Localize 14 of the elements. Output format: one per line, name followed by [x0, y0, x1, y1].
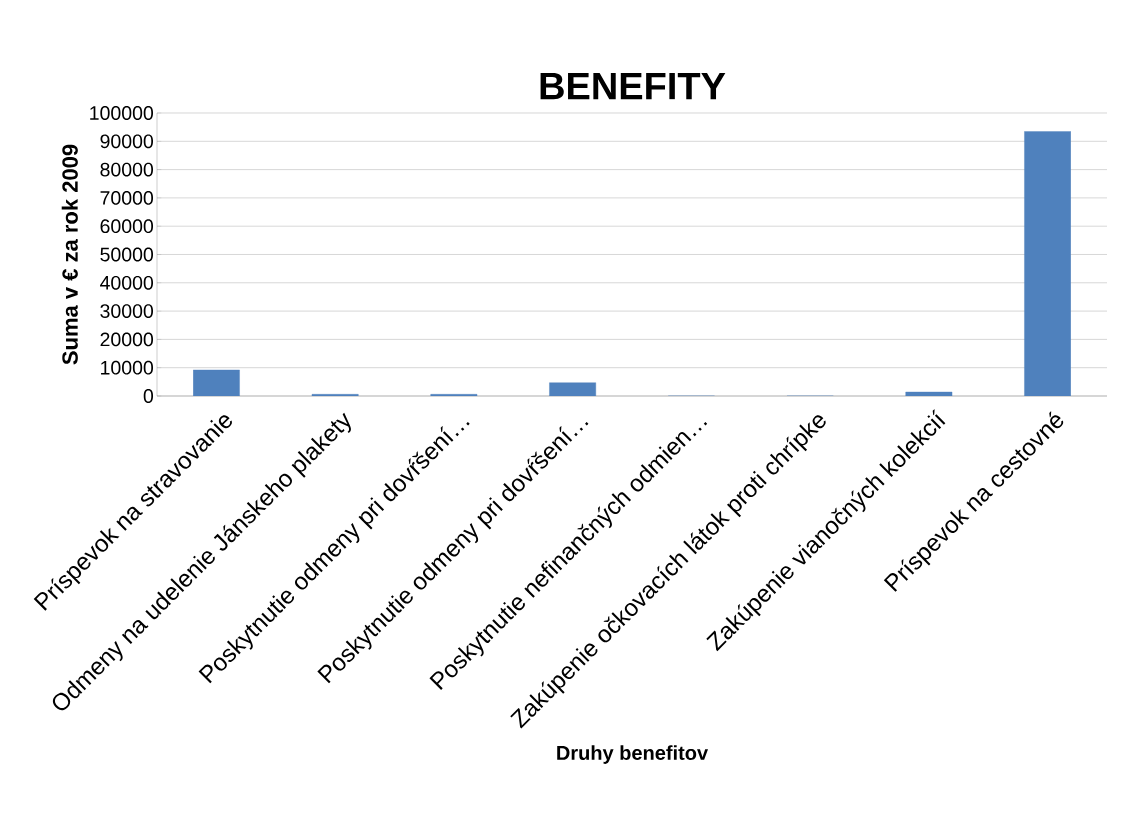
y-tick-label: 80000 — [100, 162, 154, 177]
y-tick-label: 30000 — [100, 304, 154, 318]
y-tick-label: 60000 — [100, 219, 154, 234]
y-tick-label: 90000 — [100, 134, 154, 149]
y-tick-label: 10000 — [101, 360, 154, 375]
y-tick-label: 20000 — [100, 332, 154, 347]
x-axis-title: Druhy benefitov — [557, 745, 709, 764]
y-tick-label: 100000 — [90, 106, 154, 120]
y-axis-title: Suma v € za rok 2009 — [61, 144, 78, 365]
y-tick-label: 40000 — [100, 275, 154, 290]
y-tick-label: 70000 — [100, 191, 154, 205]
y-tick-label: 0 — [143, 389, 154, 403]
y-tick-label: 50000 — [100, 247, 154, 262]
chart-title: BENEFITY — [540, 73, 726, 100]
